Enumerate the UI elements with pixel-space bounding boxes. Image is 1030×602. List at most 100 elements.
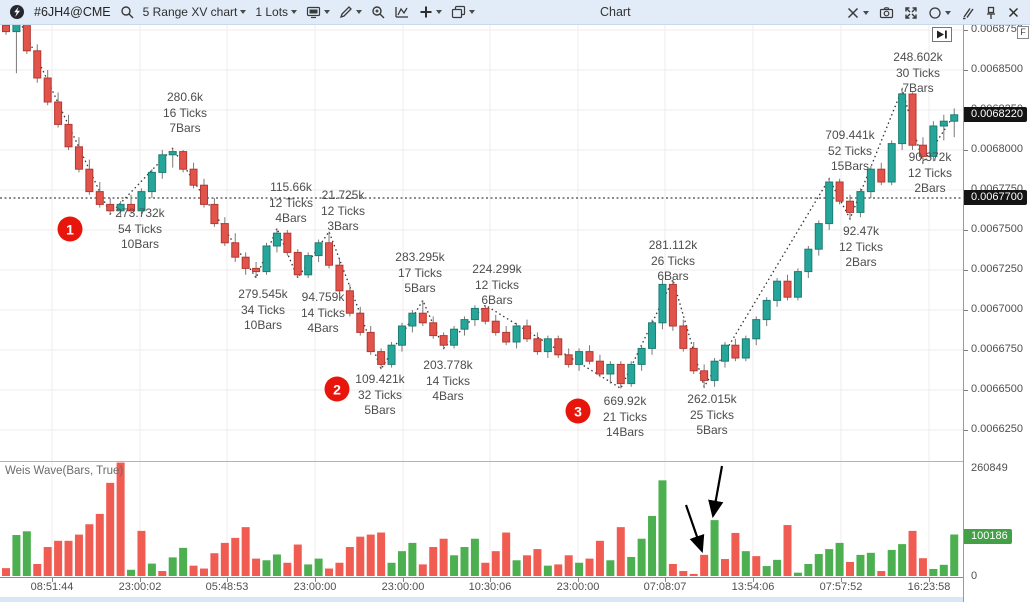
time-tick <box>403 578 404 582</box>
record-circle-icon[interactable] <box>924 5 955 21</box>
lots-selector[interactable]: 1 Lots <box>251 4 301 20</box>
time-label: 07:57:52 <box>819 581 863 593</box>
candle <box>314 242 323 257</box>
candle <box>908 93 917 146</box>
candle <box>585 351 594 362</box>
zoom-in-icon[interactable] <box>367 4 389 20</box>
camera-icon[interactable] <box>875 5 898 21</box>
candle <box>856 191 865 213</box>
wave-bar <box>95 513 104 576</box>
wave-bar <box>939 564 948 576</box>
candle <box>231 242 240 258</box>
price-label: 0.0067500 <box>971 223 1023 235</box>
close-icon[interactable] <box>1003 5 1024 20</box>
candle <box>116 203 125 212</box>
wave-bar <box>658 480 667 576</box>
wave-annotation: 283.295k 17 Ticks 5Bars <box>395 250 445 295</box>
candle <box>95 191 104 205</box>
app-logo[interactable] <box>5 3 29 21</box>
windows-icon[interactable] <box>447 4 479 20</box>
price-chart-canvas[interactable] <box>0 25 963 461</box>
toolbar-left-group: #6JH4@CME 5 Range XV chart 1 Lots <box>5 3 479 21</box>
time-tick <box>753 578 754 582</box>
wave-bar <box>814 554 823 576</box>
pencil-icon[interactable] <box>335 4 366 20</box>
time-axis[interactable]: 08:51:44 23:00:02 05:48:53 23:00:00 23:00:00… <box>0 577 963 597</box>
wave-bar <box>64 540 73 576</box>
candle <box>679 325 688 349</box>
time-tick <box>140 578 141 582</box>
annotation-arrow <box>708 465 724 519</box>
wave-bar <box>137 530 146 576</box>
panel-separator[interactable] <box>0 461 963 462</box>
symbol-label[interactable]: #6JH4@CME <box>34 5 111 19</box>
wave-bar <box>450 555 459 576</box>
wave-bar <box>470 538 479 576</box>
wave-bar <box>585 558 594 576</box>
candle <box>460 319 469 330</box>
chart-type-selector[interactable]: 5 Range XV chart <box>139 4 251 20</box>
time-label: 10:30:06 <box>468 581 512 593</box>
price-axis[interactable]: 0.00687500.00685000.00682500.00680000.00… <box>963 25 1030 602</box>
axis-settings-button[interactable]: F <box>1017 26 1029 39</box>
time-tick <box>227 578 228 582</box>
wave-annotation: 109.421k 32 Ticks 5Bars <box>355 372 405 417</box>
wave-bar <box>856 554 865 576</box>
format-tools-icon[interactable] <box>957 5 979 21</box>
wave-bar <box>293 544 302 576</box>
candle <box>710 360 719 381</box>
candle <box>272 232 281 247</box>
wave-bar <box>689 573 698 576</box>
candle <box>199 184 208 205</box>
search-icon[interactable] <box>116 4 138 20</box>
candle <box>668 283 677 327</box>
wave-bar <box>741 551 750 576</box>
price-tick <box>964 150 968 151</box>
candle <box>54 101 63 125</box>
wave-bar <box>345 547 354 576</box>
wave-bar <box>502 532 511 576</box>
time-tick <box>315 578 316 582</box>
wave-bar <box>387 562 396 576</box>
candle <box>773 280 782 301</box>
wave-bar <box>356 536 365 576</box>
line-chart-icon[interactable] <box>390 4 414 20</box>
candle <box>74 146 83 170</box>
wave-bar <box>189 565 198 576</box>
time-label: 05:48:53 <box>205 581 249 593</box>
wave-bar <box>731 532 740 576</box>
candle <box>575 351 584 365</box>
candle <box>648 322 657 349</box>
wave-bar <box>220 542 229 576</box>
candle <box>887 143 896 183</box>
candle <box>731 344 740 359</box>
wave-bar <box>439 538 448 576</box>
go-to-end-button[interactable] <box>932 27 952 42</box>
price-label: 0.0068750 <box>971 25 1023 35</box>
wave-bar <box>116 462 125 576</box>
candle <box>147 171 156 193</box>
monitor-icon[interactable] <box>302 4 334 20</box>
time-tick <box>841 578 842 582</box>
candle <box>877 168 886 183</box>
wave-bar <box>575 562 584 576</box>
wave-bar <box>262 560 271 576</box>
wave-bar <box>752 556 761 576</box>
wave-bar <box>929 568 938 576</box>
pin-icon[interactable] <box>981 5 1001 21</box>
wave-bar <box>272 554 281 576</box>
chevron-down-icon <box>291 10 298 14</box>
pointer-tools-icon[interactable] <box>842 5 873 21</box>
candle <box>387 344 396 365</box>
maximize-icon[interactable] <box>900 5 922 21</box>
candle <box>64 123 73 148</box>
candle <box>804 248 813 273</box>
candle <box>502 331 511 343</box>
wave-annotation: 94.759k 14 Ticks 4Bars <box>300 290 346 335</box>
wave-annotation: 224.299k 12 Ticks 6Bars <box>472 262 522 307</box>
weis-wave-canvas[interactable] <box>0 462 963 577</box>
wave-bar <box>252 558 261 576</box>
wave-bar <box>106 482 115 576</box>
plus-icon[interactable] <box>415 4 446 20</box>
